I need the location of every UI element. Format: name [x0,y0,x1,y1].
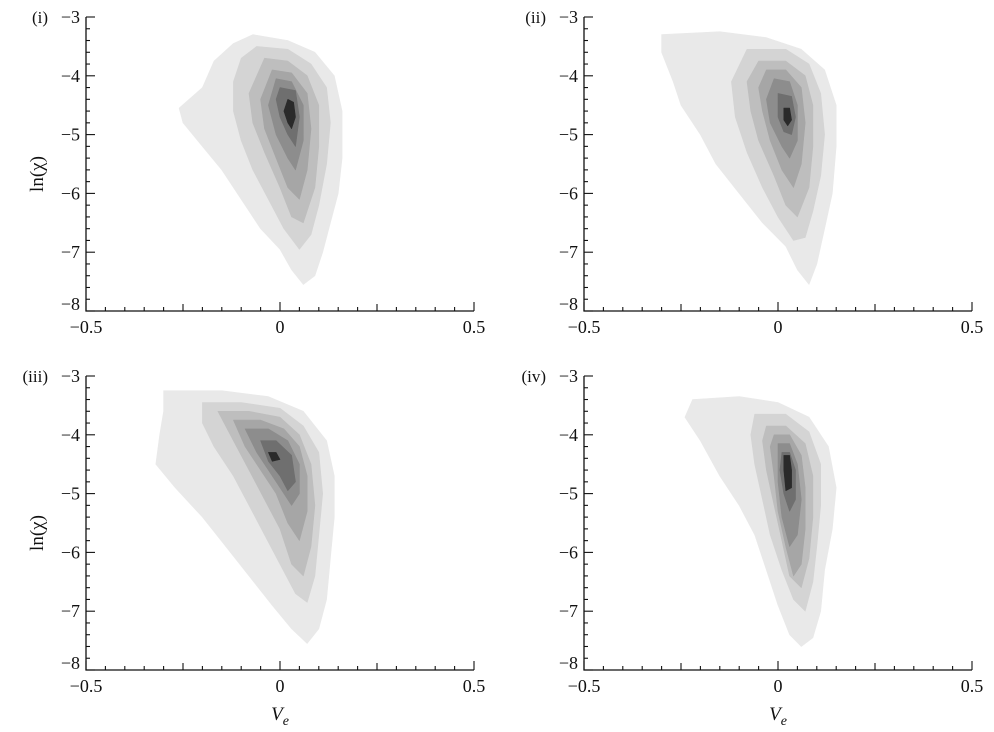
y-tick-label: −8 [61,653,80,673]
y-axis-label: ln(χ) [27,156,48,192]
y-tick-label: −7 [559,601,578,621]
contour-level-7 [783,455,792,492]
panel-2: −0.5 0 0.5 −3 −4 −5 −6 −7 −8 (ii) [525,7,983,337]
y-tick-label: −5 [559,484,578,504]
contour-level-7 [283,99,296,129]
y-tick-label: −3 [61,7,80,27]
y-tick-label: −7 [61,601,80,621]
y-tick-label: −4 [61,425,80,445]
panel-4: −0.5 0 0.5 −3 −4 −5 −6 −7 −8 (iv) Ve [521,366,983,729]
y-tick-label: −4 [61,66,80,86]
x-tick-label: 0 [774,317,783,337]
y-tick-label: −5 [559,125,578,145]
y-tick-label: −4 [559,425,578,445]
y-axis-label: ln(χ) [27,515,48,551]
y-tick-label: −6 [61,183,80,203]
x-axis-label: Ve [271,704,289,729]
y-tick-label: −5 [61,484,80,504]
panel-tag: (iii) [23,367,49,386]
contour-level-7 [783,107,792,127]
x-tick-label: 0 [774,676,783,696]
panel-3: −0.5 0 0.5 −3 −4 −5 −6 −7 −8 (iii) ln(χ) Ve [23,366,486,729]
panel-tag: (iv) [521,367,546,386]
y-tick-label: −8 [61,294,80,314]
y-tick-label: −3 [559,366,578,386]
panel-tag: (ii) [525,8,546,27]
y-tick-label: −6 [61,542,80,562]
y-tick-label: −3 [61,366,80,386]
y-tick-label: −4 [559,66,578,86]
y-tick-label: −7 [559,242,578,262]
y-tick-label: −3 [559,7,578,27]
y-tick-label: −8 [559,294,578,314]
y-tick-label: −8 [559,653,578,673]
x-axis-label: Ve [769,704,787,729]
x-tick-label: −0.5 [568,317,601,337]
x-tick-label: 0 [276,676,285,696]
panel-1: −0.5 0 0.5 −3 −4 −5 −6 −7 −8 (i) ln(χ) [27,7,485,337]
x-tick-label: 0.5 [961,676,984,696]
x-tick-label: 0 [276,317,285,337]
x-tick-label: −0.5 [568,676,601,696]
x-tick-label: 0.5 [463,676,486,696]
panel-tag: (i) [32,8,48,27]
x-tick-label: −0.5 [70,317,103,337]
y-tick-label: −7 [61,242,80,262]
y-tick-label: −5 [61,125,80,145]
contour-level-7 [268,452,281,462]
x-tick-label: −0.5 [70,676,103,696]
x-tick-label: 0.5 [961,317,984,337]
y-tick-label: −6 [559,183,578,203]
x-tick-label: 0.5 [463,317,486,337]
y-tick-label: −6 [559,542,578,562]
